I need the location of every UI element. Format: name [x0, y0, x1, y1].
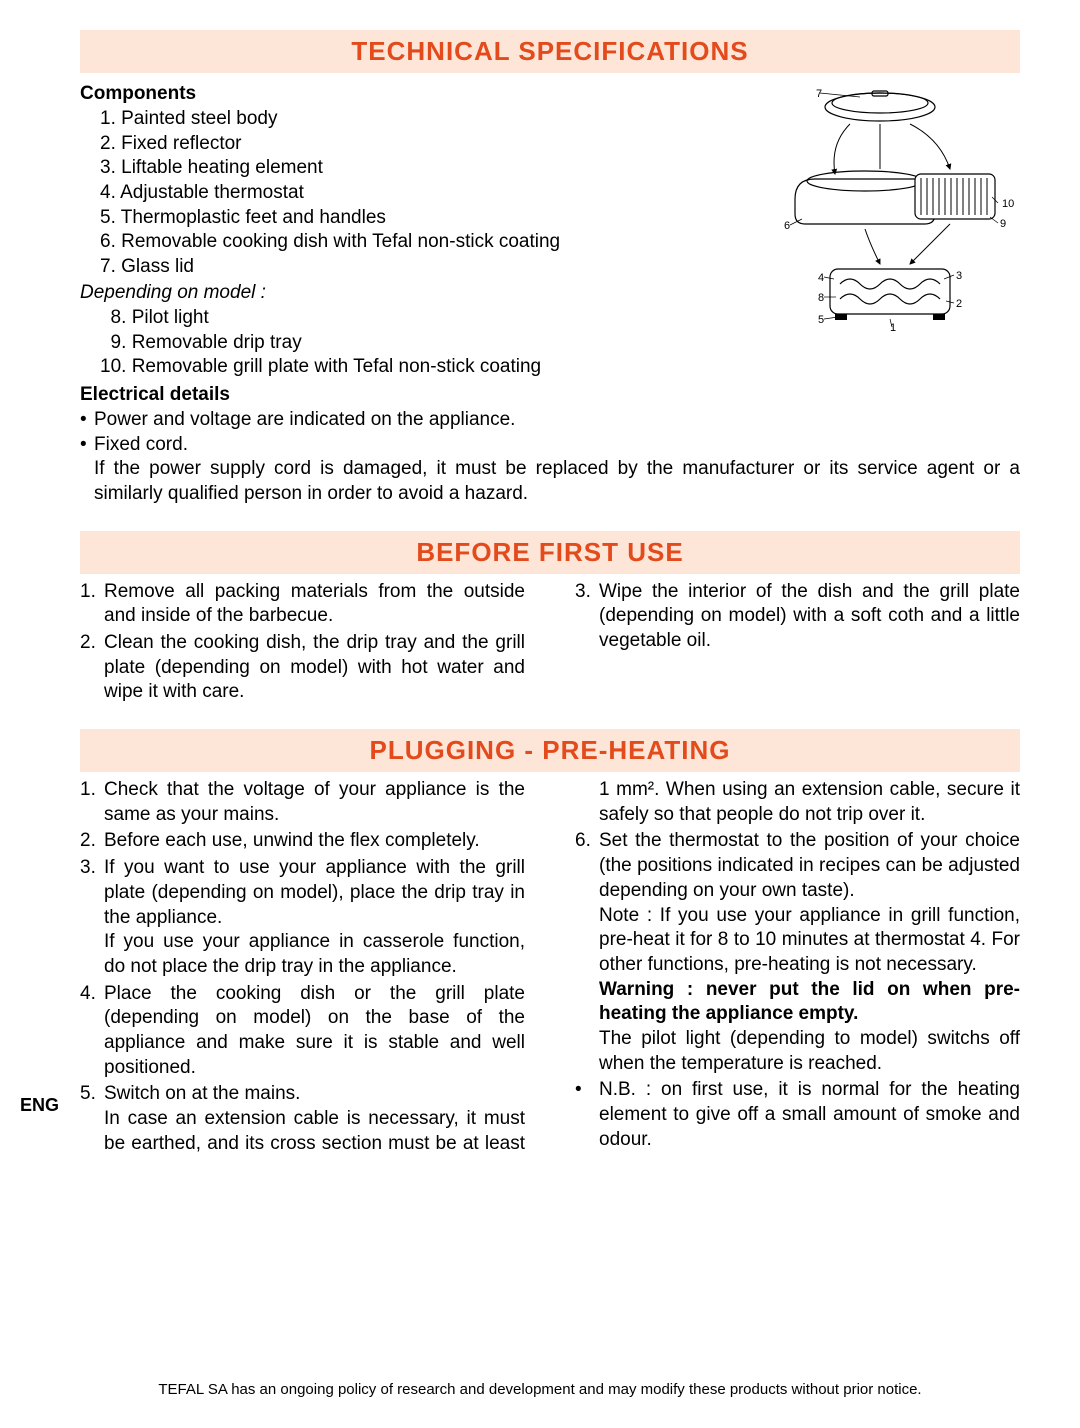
item-text: Set the thermostat to the position of yo… [599, 830, 1020, 900]
plugging-list: 1.Check that the voltage of your applian… [80, 778, 1020, 1156]
exploded-diagram-icon: 7 6 10 9 4 8 5 3 2 1 [740, 79, 1020, 359]
components-row: Components 1. Painted steel body 2. Fixe… [80, 79, 1020, 380]
item-num: 2. [80, 829, 104, 854]
electrical-bullet: •Power and voltage are indicated on the … [80, 408, 1020, 433]
component-text: Adjustable thermostat [120, 182, 304, 203]
item-warning: Warning : never put the lid on when pre-… [599, 979, 1020, 1025]
component-item: 2. Fixed reflector [100, 132, 720, 157]
diagram-label: 3 [956, 270, 962, 282]
item-after: The pilot light (depending to model) swi… [599, 1028, 1020, 1074]
item-text: N.B. : on first use, it is normal for th… [599, 1078, 1020, 1152]
section-header-plugging: PLUGGING - PRE-HEATING [80, 729, 1020, 772]
item-extra: If you use your appliance in casserole f… [104, 931, 525, 977]
item-note: Note : If you use your appliance in gril… [599, 905, 1020, 975]
plugging-nb: •N.B. : on first use, it is normal for t… [575, 1078, 1020, 1152]
electrical-heading: Electrical details [80, 384, 1020, 406]
electrical-text: Fixed cord. [94, 433, 188, 458]
language-tab: ENG [20, 1095, 59, 1116]
components-heading: Components [80, 83, 720, 105]
components-list: 1. Painted steel body 2. Fixed reflector… [80, 107, 720, 280]
diagram-label: 9 [1000, 218, 1006, 230]
electrical-block: •Power and voltage are indicated on the … [80, 408, 1020, 507]
bfu-item: 3.Wipe the interior of the dish and the … [575, 580, 1020, 654]
diagram-column: 7 6 10 9 4 8 5 3 2 1 [740, 79, 1020, 380]
section-header-tech: TECHNICAL SPECIFICATIONS [80, 30, 1020, 73]
diagram-label: 10 [1002, 198, 1014, 210]
component-text: Removable cooking dish with Tefal non-st… [121, 231, 560, 252]
item-text: Switch on at the mains. [104, 1083, 300, 1104]
item-num: 1. [80, 778, 104, 827]
plugging-item: 3.If you want to use your appliance with… [80, 856, 525, 979]
component-item: 7. Glass lid [100, 255, 720, 280]
depending-list: 8. Pilot light 9. Removable drip tray 10… [80, 306, 720, 380]
plugging-item: 1.Check that the voltage of your applian… [80, 778, 525, 827]
component-text: Thermoplastic feet and handles [121, 207, 386, 228]
depending-text: Removable grill plate with Tefal non-sti… [132, 356, 541, 377]
component-item: 5. Thermoplastic feet and handles [100, 206, 720, 231]
diagram-label: 2 [956, 298, 962, 310]
item-num: 6. [575, 829, 599, 1076]
component-text: Glass lid [121, 256, 194, 277]
electrical-bullet: •Fixed cord. [80, 433, 1020, 458]
item-num: 3. [80, 856, 104, 979]
item-text: Check that the voltage of your appliance… [104, 778, 525, 827]
before-first-use-list: 1.Remove all packing materials from the … [80, 580, 1020, 705]
item-text: If you want to use your appliance with t… [104, 857, 525, 927]
component-item: 3. Liftable heating element [100, 156, 720, 181]
diagram-label: 5 [818, 314, 824, 326]
bfu-text: Wipe the interior of the dish and the gr… [599, 580, 1020, 654]
section-header-before: BEFORE FIRST USE [80, 531, 1020, 574]
component-item: 6. Removable cooking dish with Tefal non… [100, 230, 720, 255]
depending-heading: Depending on model : [80, 282, 720, 304]
component-text: Fixed reflector [121, 133, 241, 154]
diagram-label: 8 [818, 292, 824, 304]
bfu-item: 1.Remove all packing materials from the … [80, 580, 525, 629]
component-text: Liftable heating element [121, 157, 323, 178]
depending-text: Pilot light [132, 307, 209, 328]
item-text: Before each use, unwind the flex complet… [104, 829, 525, 854]
diagram-label: 4 [818, 272, 824, 284]
depending-item: 9. Removable drip tray [100, 331, 720, 356]
component-text: Painted steel body [121, 108, 277, 129]
item-num: 4. [80, 982, 104, 1081]
footer-notice: TEFAL SA has an ongoing policy of resear… [0, 1381, 1080, 1398]
item-num: • [575, 1078, 599, 1152]
electrical-text: Power and voltage are indicated on the a… [94, 408, 515, 433]
electrical-note: If the power supply cord is damaged, it … [80, 457, 1020, 506]
diagram-label: 6 [784, 220, 790, 232]
components-column: Components 1. Painted steel body 2. Fixe… [80, 79, 720, 380]
bfu-text: Remove all packing materials from the ou… [104, 580, 525, 629]
item-text: Place the cooking dish or the grill plat… [104, 982, 525, 1081]
plugging-item: 6.Set the thermostat to the position of … [575, 829, 1020, 1076]
bfu-item: 2.Clean the cooking dish, the drip tray … [80, 631, 525, 705]
depending-item: 8. Pilot light [100, 306, 720, 331]
diagram-label: 7 [816, 88, 822, 100]
component-item: 1. Painted steel body [100, 107, 720, 132]
component-item: 4. Adjustable thermostat [100, 181, 720, 206]
plugging-item: 4.Place the cooking dish or the grill pl… [80, 982, 525, 1081]
depending-text: Removable drip tray [132, 332, 302, 353]
depending-item: 10. Removable grill plate with Tefal non… [100, 355, 720, 380]
plugging-item: 2.Before each use, unwind the flex compl… [80, 829, 525, 854]
bfu-text: Clean the cooking dish, the drip tray an… [104, 631, 525, 705]
